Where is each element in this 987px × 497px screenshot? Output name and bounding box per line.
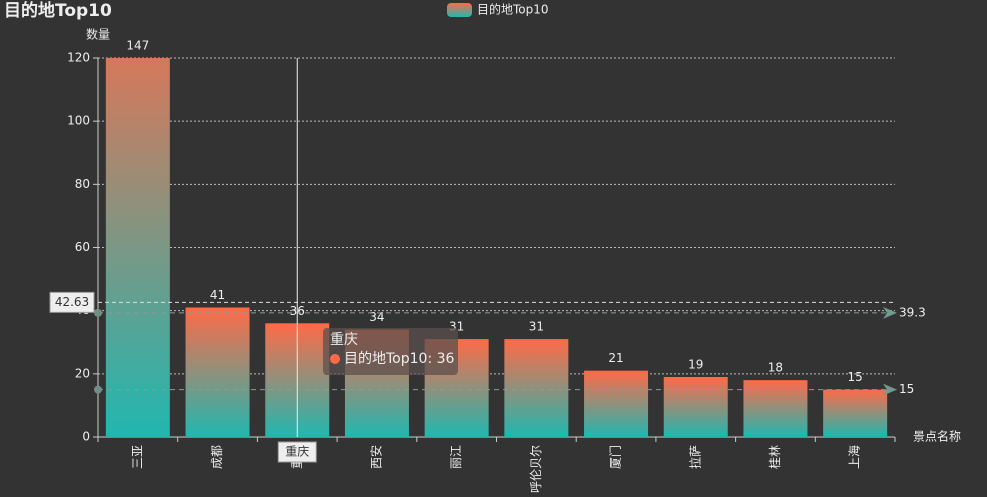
x-tick-label: 三亚 xyxy=(130,445,144,469)
tooltip-dot xyxy=(330,354,340,364)
tooltip-number: 36 xyxy=(437,351,455,367)
bar xyxy=(823,389,888,437)
bar xyxy=(185,307,250,437)
y-tick-label: 20 xyxy=(75,366,90,380)
mark-line-start xyxy=(94,308,102,317)
bar xyxy=(504,339,569,437)
data-label: 34 xyxy=(369,310,384,324)
data-label: 18 xyxy=(768,361,783,375)
pointer-y-box xyxy=(49,291,95,313)
tooltip-value: 目的地Top10: 36 xyxy=(344,351,455,367)
bar xyxy=(743,380,808,437)
legend: 目的地Top10 xyxy=(447,2,549,17)
x-tick-label: 丽江 xyxy=(449,445,463,469)
legend-swatch xyxy=(447,3,472,17)
mark-line-arrow xyxy=(883,306,897,319)
pointer-x-box xyxy=(277,441,317,463)
data-label: 15 xyxy=(848,370,863,384)
legend-label: 目的地Top10 xyxy=(477,2,549,17)
y-tick-label: 120 xyxy=(67,51,90,65)
data-label: 19 xyxy=(688,357,703,371)
data-label: 41 xyxy=(210,288,225,302)
pointer-x-label: 重庆 xyxy=(285,445,309,459)
tooltip-title: 重庆 xyxy=(330,332,358,348)
mark-line-label: 39.3 xyxy=(899,305,926,319)
x-tick-label: 成都 xyxy=(210,445,224,469)
bar xyxy=(584,370,649,437)
data-label: 31 xyxy=(529,320,544,334)
x-tick-label: 呼伦贝尔 xyxy=(528,445,543,493)
data-label: 147 xyxy=(126,39,149,53)
data-label: 21 xyxy=(608,351,623,365)
x-tick-label: 拉萨 xyxy=(687,445,702,469)
chart-title: 目的地Top10 xyxy=(4,0,112,21)
y-tick-label: 0 xyxy=(82,430,90,444)
bar xyxy=(105,58,170,437)
mark-line-start xyxy=(94,385,102,394)
x-tick-label: 厦门 xyxy=(608,445,623,469)
pointer-y-label: 42.63 xyxy=(55,295,89,309)
x-tick-label: 上海 xyxy=(847,445,862,469)
tooltip-sep: : xyxy=(427,351,436,367)
bar xyxy=(663,376,728,437)
mark-line-label: 15 xyxy=(899,382,914,396)
y-axis-label: 数量 xyxy=(86,27,110,42)
x-tick-label: 西安 xyxy=(368,445,383,469)
x-tick-label: 桂林 xyxy=(767,445,782,469)
mark-line-arrow xyxy=(883,383,897,396)
y-tick-label: 100 xyxy=(67,114,90,128)
y-tick-label: 80 xyxy=(75,177,90,191)
tooltip-series: 目的地Top10 xyxy=(344,351,427,367)
y-tick-label: 60 xyxy=(75,240,90,254)
x-axis-label: 景点名称 xyxy=(913,429,961,444)
tooltip-box xyxy=(323,328,458,375)
